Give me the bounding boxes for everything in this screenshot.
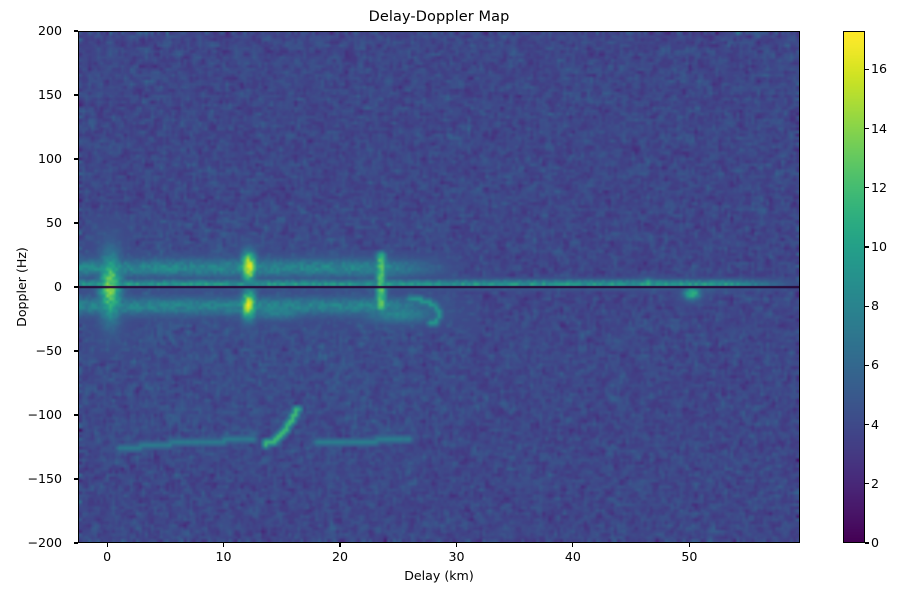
y-tick-mark bbox=[74, 286, 78, 288]
y-tick-label: 0 bbox=[53, 279, 62, 294]
colorbar-tick-label: 16 bbox=[871, 61, 888, 77]
y-tick-mark bbox=[74, 94, 78, 96]
y-tick-label: −100 bbox=[27, 407, 62, 422]
colorbar-tick-label: 12 bbox=[871, 179, 888, 195]
heatmap-image bbox=[79, 32, 799, 542]
x-tick-label: 10 bbox=[215, 549, 232, 564]
x-tick-mark bbox=[339, 543, 341, 547]
colorbar-tick-label: 14 bbox=[871, 120, 888, 136]
colorbar-tick-mark bbox=[865, 305, 869, 307]
y-tick-mark bbox=[74, 542, 78, 544]
colorbar-tick-mark bbox=[865, 246, 869, 248]
colorbar-tick-label: 8 bbox=[871, 298, 880, 314]
x-tick-mark bbox=[223, 543, 225, 547]
y-tick-mark bbox=[74, 30, 78, 32]
x-tick-label: 50 bbox=[681, 549, 698, 564]
plot-title: Delay-Doppler Map bbox=[368, 9, 510, 25]
colorbar-tick-label: 2 bbox=[871, 475, 880, 491]
y-tick-label: −150 bbox=[27, 471, 62, 486]
x-tick-mark bbox=[572, 543, 574, 547]
x-tick-mark bbox=[106, 543, 108, 547]
colorbar-tick-label: 4 bbox=[871, 416, 880, 432]
y-tick-mark bbox=[74, 478, 78, 480]
y-tick-label: 200 bbox=[37, 23, 62, 38]
x-tick-mark bbox=[455, 543, 457, 547]
x-tick-label: 0 bbox=[103, 549, 112, 564]
colorbar-tick-mark bbox=[865, 483, 869, 485]
y-tick-label: 100 bbox=[37, 151, 62, 166]
y-tick-label: −50 bbox=[35, 343, 62, 358]
x-axis-label: Delay (km) bbox=[404, 568, 474, 583]
colorbar[interactable] bbox=[843, 31, 865, 543]
colorbar-tick-mark bbox=[865, 424, 869, 426]
colorbar-tick-label: 10 bbox=[871, 239, 888, 255]
colorbar-tick-mark bbox=[865, 187, 869, 189]
y-axis-label: Doppler (Hz) bbox=[14, 247, 29, 327]
y-tick-mark bbox=[74, 222, 78, 224]
colorbar-tick-label: 0 bbox=[871, 535, 880, 550]
y-tick-label: 150 bbox=[37, 87, 62, 102]
delay-doppler-heatmap-axes[interactable] bbox=[78, 31, 800, 543]
colorbar-tick-label: 6 bbox=[871, 357, 880, 373]
colorbar-tick-mark bbox=[865, 128, 869, 130]
x-tick-mark bbox=[688, 543, 690, 547]
y-tick-label: 50 bbox=[45, 215, 62, 230]
x-tick-label: 30 bbox=[448, 549, 465, 564]
y-tick-mark bbox=[74, 350, 78, 352]
colorbar-gradient bbox=[844, 32, 864, 542]
x-tick-label: 40 bbox=[564, 549, 581, 564]
y-tick-label: −200 bbox=[27, 535, 62, 550]
colorbar-tick-mark bbox=[865, 68, 869, 71]
x-tick-label: 20 bbox=[332, 549, 349, 564]
y-tick-mark bbox=[74, 414, 78, 416]
y-tick-mark bbox=[74, 158, 78, 160]
colorbar-tick-mark bbox=[865, 364, 869, 366]
colorbar-tick-mark bbox=[865, 542, 869, 544]
